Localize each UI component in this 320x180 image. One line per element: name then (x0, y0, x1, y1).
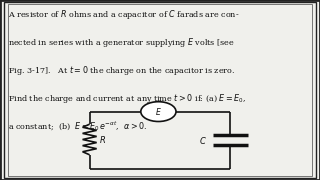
Text: a constant;  (b)  $E=E_0\,e^{-\alpha t}$,  $\alpha>0$.: a constant; (b) $E=E_0\,e^{-\alpha t}$, … (8, 120, 147, 133)
Text: Fig. 3-17].   At $t=0$ the charge on the capacitor is zero.: Fig. 3-17]. At $t=0$ the charge on the c… (8, 64, 235, 77)
Text: A resistor of $R$ ohms and a capacitor of $C$ farads are con-: A resistor of $R$ ohms and a capacitor o… (8, 8, 239, 21)
Text: $E$: $E$ (155, 106, 162, 117)
Text: $C$: $C$ (199, 135, 206, 146)
Text: $R$: $R$ (99, 134, 106, 145)
Text: nected in series with a generator supplying $E$ volts [see: nected in series with a generator supply… (8, 36, 235, 49)
Text: Find the charge and current at any time $t>0$ if: (a) $E=E_0$,: Find the charge and current at any time … (8, 92, 246, 105)
Circle shape (141, 102, 176, 122)
